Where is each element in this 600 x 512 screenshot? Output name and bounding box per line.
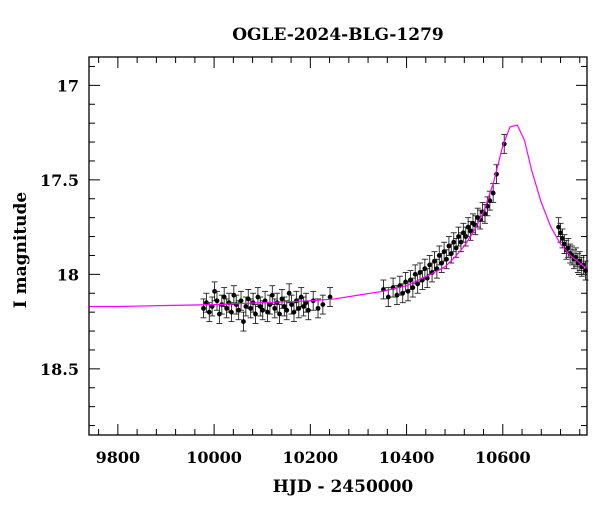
data-point (278, 289, 285, 309)
data-point (288, 294, 295, 315)
data-point (200, 298, 207, 319)
data-point (269, 285, 276, 306)
plot-frame (88, 56, 588, 436)
data-point (380, 279, 387, 300)
data-point (305, 300, 312, 321)
x-tick-label: 9800 (96, 448, 141, 467)
axis-ticks (89, 57, 587, 435)
model-curve (89, 124, 588, 308)
data-point (300, 296, 307, 317)
data-point (438, 253, 445, 273)
data-point (450, 232, 457, 253)
x-tick-label: 10200 (282, 448, 338, 467)
y-tick-label: 18.5 (40, 360, 79, 379)
model-line (89, 124, 588, 308)
x-tick-label: 10000 (186, 448, 242, 467)
x-axis-label: HJD - 2450000 (273, 477, 414, 497)
y-tick-label: 18 (57, 265, 79, 284)
data-point (441, 241, 448, 262)
data-point (286, 283, 293, 304)
data-point (315, 298, 322, 319)
data-point (578, 256, 585, 277)
data-point (213, 290, 220, 311)
data-point (283, 300, 290, 321)
data-point (276, 304, 283, 324)
observations (200, 134, 589, 332)
data-point (385, 287, 392, 307)
data-point (209, 296, 216, 317)
data-point (238, 290, 245, 311)
data-point (223, 298, 230, 319)
chart-title: OGLE-2024-BLG-1279 (232, 25, 444, 45)
data-point (319, 294, 326, 315)
y-tick-labels: 17 17.5 18 18.5 (40, 76, 79, 379)
data-point (252, 304, 259, 324)
y-tick-label: 17.5 (40, 171, 79, 190)
y-tick-label: 17 (57, 76, 79, 95)
x-tick-label: 10600 (475, 448, 531, 467)
data-point (327, 287, 334, 307)
y-axis-label: I magnitude (11, 192, 31, 309)
data-point (281, 296, 288, 317)
data-point (465, 217, 472, 238)
data-point (559, 228, 566, 249)
data-point (290, 302, 297, 323)
data-point (206, 302, 213, 323)
data-point (247, 298, 254, 319)
x-tick-labels: 9800 10000 10200 10400 10600 (96, 448, 531, 467)
x-tick-label: 10400 (379, 448, 435, 467)
data-point (460, 222, 467, 243)
data-point (221, 287, 228, 307)
